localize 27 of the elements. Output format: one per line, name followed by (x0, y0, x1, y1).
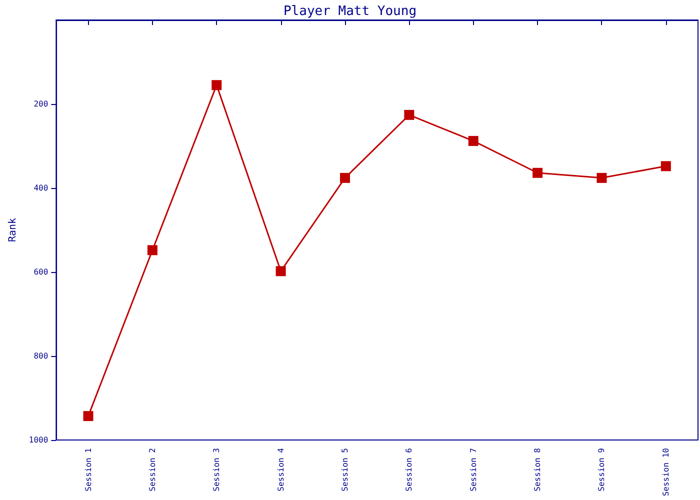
point (212, 80, 222, 90)
point (83, 411, 94, 422)
y-tick-label: 1000 (28, 436, 48, 444)
y-tick-label: 200 (34, 100, 48, 108)
point (147, 245, 158, 256)
point (276, 266, 286, 276)
point (532, 168, 543, 178)
chart-title: Player Matt Young (283, 4, 417, 19)
x-tick-label: Session 8 (533, 448, 542, 492)
x-tick-label: Session 1 (84, 448, 93, 492)
x-tick-label: Session 3 (212, 448, 222, 492)
x-tick-label: Session 9 (597, 448, 606, 492)
point (340, 172, 350, 183)
x-tick-label: Session 5 (340, 448, 350, 492)
point (404, 110, 414, 120)
y-tick-label: 400 (34, 184, 48, 192)
y-tick-label: 600 (34, 268, 48, 276)
x-tick-label: Session 2 (148, 448, 157, 492)
x-tick-label: Session 6 (404, 448, 414, 492)
y-axis-title: Rank (8, 218, 18, 242)
x-tick-label: Session 7 (468, 448, 478, 492)
point (596, 172, 607, 183)
point (660, 161, 671, 172)
x-tick-label: Session 4 (276, 448, 286, 492)
y-tick-label: 800 (34, 352, 48, 360)
x-tick-label: Session 10 (661, 448, 670, 496)
point (468, 136, 478, 146)
